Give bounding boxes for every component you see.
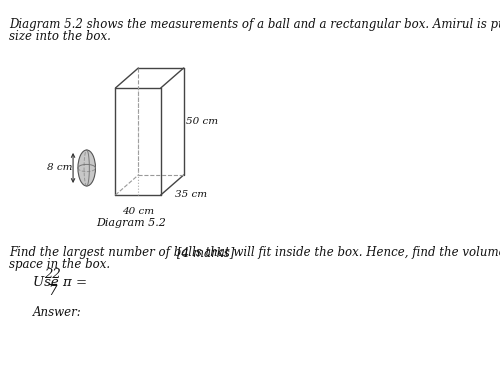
Text: 7: 7 xyxy=(48,285,57,298)
Text: 22: 22 xyxy=(44,268,61,281)
Text: Diagram 5.2 shows the measurements of a ball and a rectangular box. Amirul is pu: Diagram 5.2 shows the measurements of a … xyxy=(9,18,500,31)
Text: Use π =: Use π = xyxy=(33,276,92,289)
Text: Diagram 5.2: Diagram 5.2 xyxy=(96,218,166,228)
Text: 50 cm: 50 cm xyxy=(186,117,218,126)
Text: 40 cm: 40 cm xyxy=(122,207,154,216)
Text: 35 cm: 35 cm xyxy=(174,190,207,199)
Text: Answer:: Answer: xyxy=(33,306,82,319)
Text: 8 cm: 8 cm xyxy=(46,164,72,172)
Text: [4 marks]: [4 marks] xyxy=(178,246,235,259)
Circle shape xyxy=(78,150,96,186)
Text: Find the largest number of balls that will fit inside the box. Hence, find the v: Find the largest number of balls that wi… xyxy=(9,246,500,259)
Text: space in the box.: space in the box. xyxy=(9,258,110,271)
Text: size into the box.: size into the box. xyxy=(9,30,110,43)
